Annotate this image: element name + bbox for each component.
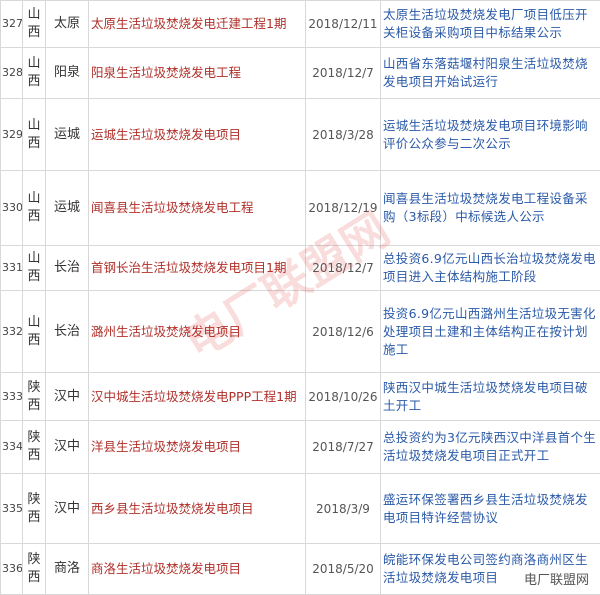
province: 陕西 [23, 421, 46, 474]
project-name: 汉中城生活垃圾焚烧发电PPP工程1期 [89, 373, 306, 421]
province: 山西 [23, 246, 46, 291]
project-name: 阳泉生活垃圾焚烧发电工程 [89, 48, 306, 99]
news-title: 总投资6.9亿元山西长治垃圾焚烧发电项目进入主体结构施工阶段 [381, 246, 600, 291]
news-title: 盛运环保签署西乡县生活垃圾焚烧发电项目特许经营协议 [381, 474, 600, 544]
date: 2018/12/7 [306, 48, 381, 99]
news-title: 运城生活垃圾焚烧发电项目环境影响评价公众参与二次公示 [381, 99, 600, 171]
project-name: 闻喜县生活垃圾焚烧发电工程 [89, 171, 306, 246]
news-title: 山西省东落菇堰村阳泉生活垃圾焚烧发电项目开始试运行 [381, 48, 600, 99]
row-number: 332 [1, 291, 23, 373]
row-number: 330 [1, 171, 23, 246]
city: 汉中 [46, 373, 89, 421]
city: 太原 [46, 1, 89, 48]
date: 2018/3/28 [306, 99, 381, 171]
project-name: 西乡县生活垃圾焚烧发电项目 [89, 474, 306, 544]
row-number: 327 [1, 1, 23, 48]
city: 汉中 [46, 474, 89, 544]
row-number: 334 [1, 421, 23, 474]
project-name: 潞州生活垃圾焚烧发电项目 [89, 291, 306, 373]
row-number: 335 [1, 474, 23, 544]
province: 陕西 [23, 373, 46, 421]
city: 商洛 [46, 544, 89, 595]
logo: 电厂联盟网 [521, 569, 592, 588]
project-name: 运城生活垃圾焚烧发电项目 [89, 99, 306, 171]
city: 阳泉 [46, 48, 89, 99]
province: 山西 [23, 1, 46, 48]
row-number: 331 [1, 246, 23, 291]
province: 山西 [23, 99, 46, 171]
row-number: 336 [1, 544, 23, 595]
date: 2018/5/20 [306, 544, 381, 595]
province: 山西 [23, 48, 46, 99]
news-title: 总投资约为3亿元陕西汉中洋县首个生活垃圾焚烧发电项目正式开工 [381, 421, 600, 474]
province: 山西 [23, 291, 46, 373]
news-title: 投资6.9亿元山西潞州生活垃圾无害化处理项目土建和主体结构正在按计划施工 [381, 291, 600, 373]
city: 运城 [46, 171, 89, 246]
date: 2018/10/26 [306, 373, 381, 421]
city: 长治 [46, 246, 89, 291]
news-title: 陕西汉中城生活垃圾焚烧发电项目破土开工 [381, 373, 600, 421]
date: 2018/7/27 [306, 421, 381, 474]
date: 2018/12/19 [306, 171, 381, 246]
city: 运城 [46, 99, 89, 171]
province: 陕西 [23, 544, 46, 595]
project-name: 商洛生活垃圾焚烧发电项目 [89, 544, 306, 595]
row-number: 329 [1, 99, 23, 171]
province: 陕西 [23, 474, 46, 544]
project-name: 洋县生活垃圾焚烧发电项目 [89, 421, 306, 474]
news-title: 闻喜县生活垃圾焚烧发电工程设备采购（3标段）中标候选人公示 [381, 171, 600, 246]
row-number: 333 [1, 373, 23, 421]
date: 2018/12/6 [306, 291, 381, 373]
project-name: 太原生活垃圾焚烧发电迁建工程1期 [89, 1, 306, 48]
date: 2018/12/11 [306, 1, 381, 48]
date: 2018/12/7 [306, 246, 381, 291]
project-name: 首钢长治生活垃圾焚烧发电项目1期 [89, 246, 306, 291]
city: 长治 [46, 291, 89, 373]
row-number: 328 [1, 48, 23, 99]
news-title: 太原生活垃圾焚烧发电厂项目低压开关柜设备采购项目中标结果公示 [381, 1, 600, 48]
date: 2018/3/9 [306, 474, 381, 544]
province: 山西 [23, 171, 46, 246]
city: 汉中 [46, 421, 89, 474]
